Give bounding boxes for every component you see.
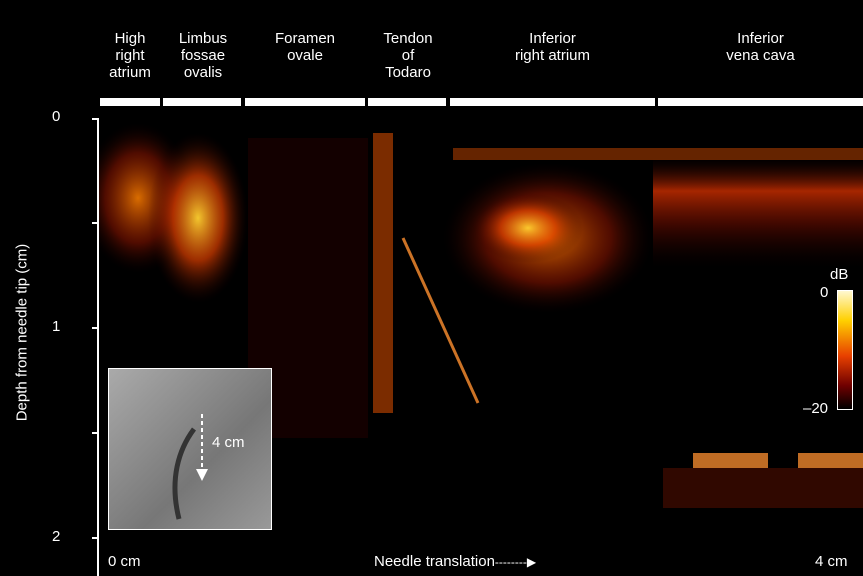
region-bar	[100, 98, 160, 106]
y-tick-mark	[92, 327, 99, 329]
region-bar	[450, 98, 655, 106]
colorbar-min-label: –20	[803, 400, 829, 417]
colorbar	[837, 290, 853, 410]
region-label-inferior-vena-cava: Inferior vena cava	[726, 30, 795, 64]
x-axis-start-label: 0 cm	[108, 553, 141, 570]
y-tick-label: 0	[52, 108, 61, 125]
y-tick-label: 2	[52, 528, 61, 545]
region-bar	[658, 98, 863, 106]
region-bar	[163, 98, 241, 106]
region-label-limbus-fossae-ovalis: Limbus fossae ovalis	[178, 30, 228, 81]
y-axis-line	[97, 118, 99, 576]
y-tick-mark	[92, 432, 99, 434]
colorbar-unit: dB	[830, 266, 849, 283]
y-axis-label: Depth from needle tip (cm)	[13, 243, 31, 422]
region-bar	[368, 98, 446, 106]
x-axis-title-text: Needle translation	[374, 553, 495, 570]
heatmap-svg	[83, 123, 863, 508]
heatmap-plot	[83, 118, 863, 538]
region-bar	[245, 98, 365, 106]
region-label-tendon-of-todaro: Tendon of Todaro	[383, 30, 433, 81]
region-label-inferior-right-atrium: Inferior right atrium	[514, 30, 591, 64]
y-tick-mark	[92, 537, 99, 539]
y-tick-label: 1	[52, 318, 61, 335]
fluoroscopy-inset: 4 cm	[108, 368, 272, 530]
inset-arrow-svg	[172, 414, 208, 520]
region-label-high-right-atrium: High right atrium	[109, 30, 151, 81]
y-tick-mark	[92, 222, 99, 224]
y-tick-mark	[92, 118, 99, 120]
x-axis-title: Needle translation--------▶	[374, 553, 536, 570]
inset-arrow-label: 4 cm	[212, 434, 245, 451]
colorbar-max-label: 0	[820, 284, 829, 301]
dashed-arrow-icon: --------▶	[494, 555, 537, 569]
region-label-foramen-ovale: Foramen ovale	[274, 30, 336, 64]
x-axis-end-label: 4 cm	[815, 553, 848, 570]
